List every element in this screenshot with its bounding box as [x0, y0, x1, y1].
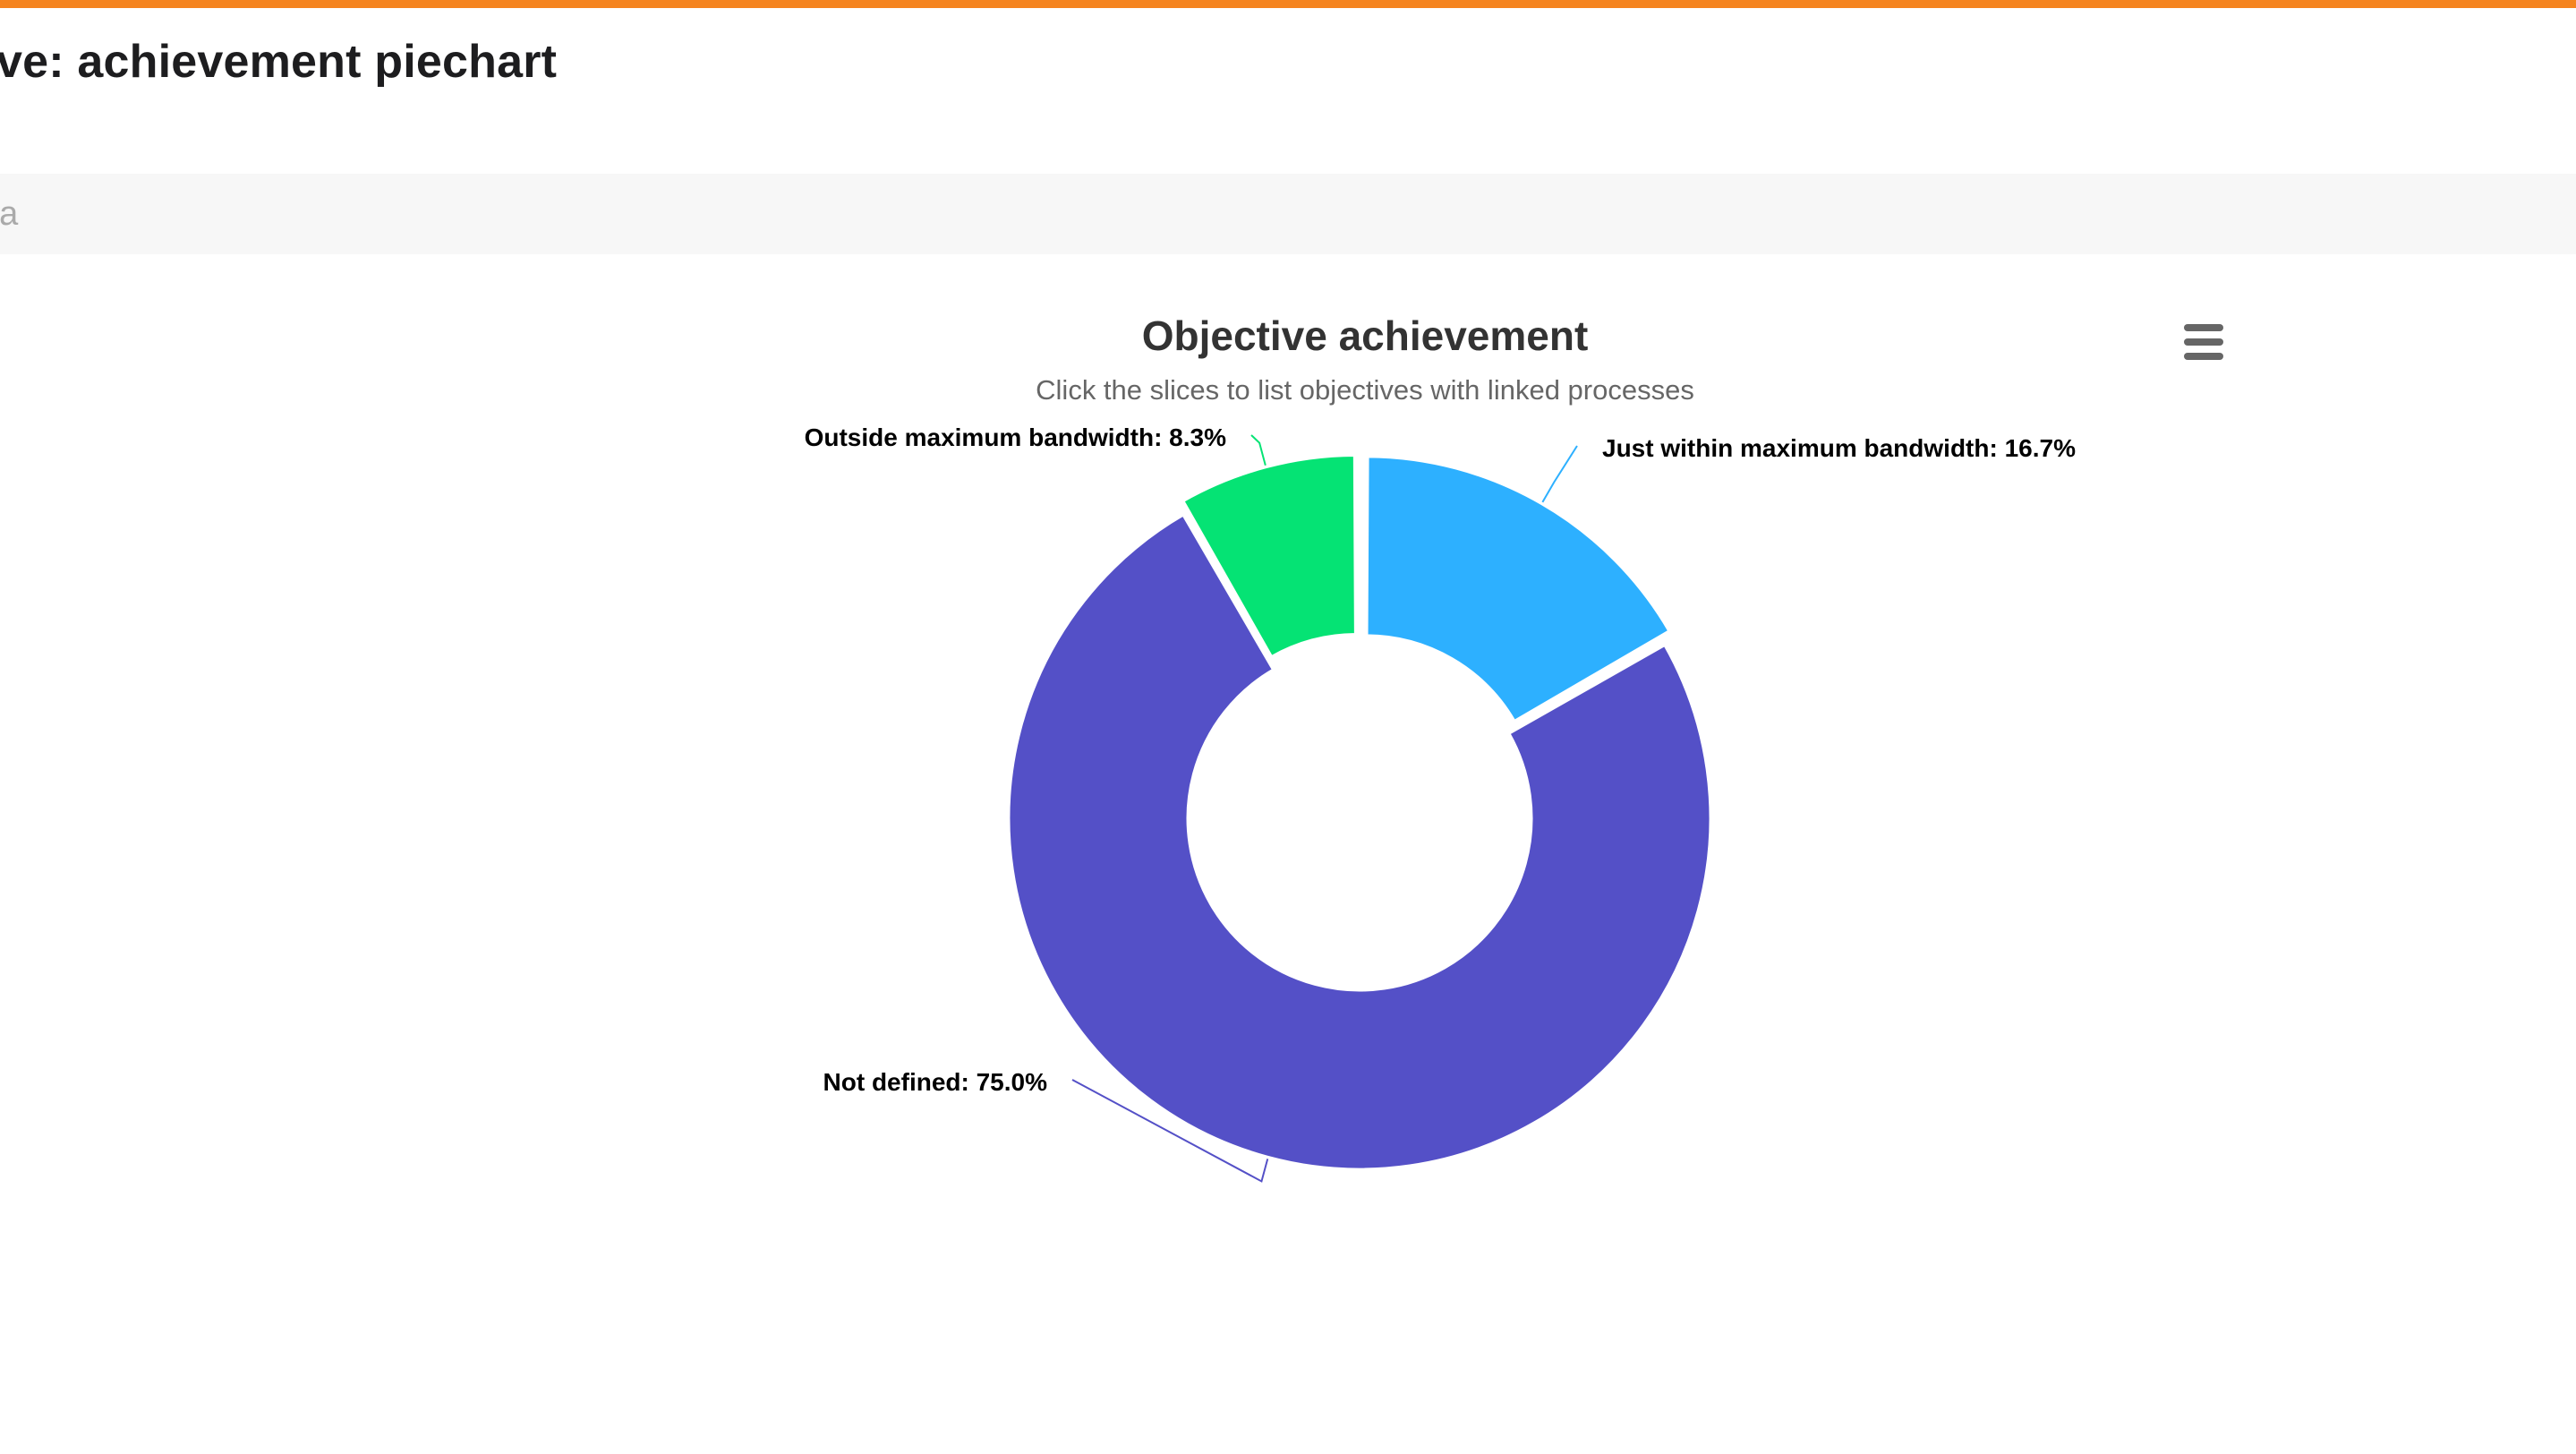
connector-outside-maximum-bandwidth: [1250, 434, 1267, 466]
chart-container: Objective achievement Click the slices t…: [0, 269, 2576, 1454]
data-label-not-defined: Not defined: 75.0%: [823, 1068, 1048, 1096]
data-label-outside-maximum-bandwidth: Outside maximum bandwidth: 8.3%: [805, 423, 1227, 451]
connector-not-defined: [1071, 1079, 1269, 1183]
criteria-filter-input[interactable]: [0, 174, 2576, 254]
chart-subtitle: Click the slices to list objectives with…: [1036, 374, 1694, 406]
slice-outside-maximum-bandwidth[interactable]: [1181, 453, 1357, 658]
top-accent-bar: [0, 0, 2576, 8]
page-header: ve: achievement piechart: [0, 8, 2576, 174]
hamburger-menu-icon[interactable]: [2180, 321, 2227, 364]
connector-just-within-maximum-bandwidth: [1541, 445, 1578, 503]
page-title: ve: achievement piechart: [0, 36, 558, 88]
chart-title: Objective achievement: [1141, 312, 1589, 359]
filter-bar: [0, 174, 2576, 254]
slice-just-within-maximum-bandwidth[interactable]: [1365, 455, 1671, 723]
slice-not-defined[interactable]: [1007, 513, 1712, 1171]
data-label-just-within-maximum-bandwidth: Just within maximum bandwidth: 16.7%: [1602, 434, 2076, 462]
donut-chart: Just within maximum bandwidth: 16.7% Not …: [805, 423, 2076, 1183]
